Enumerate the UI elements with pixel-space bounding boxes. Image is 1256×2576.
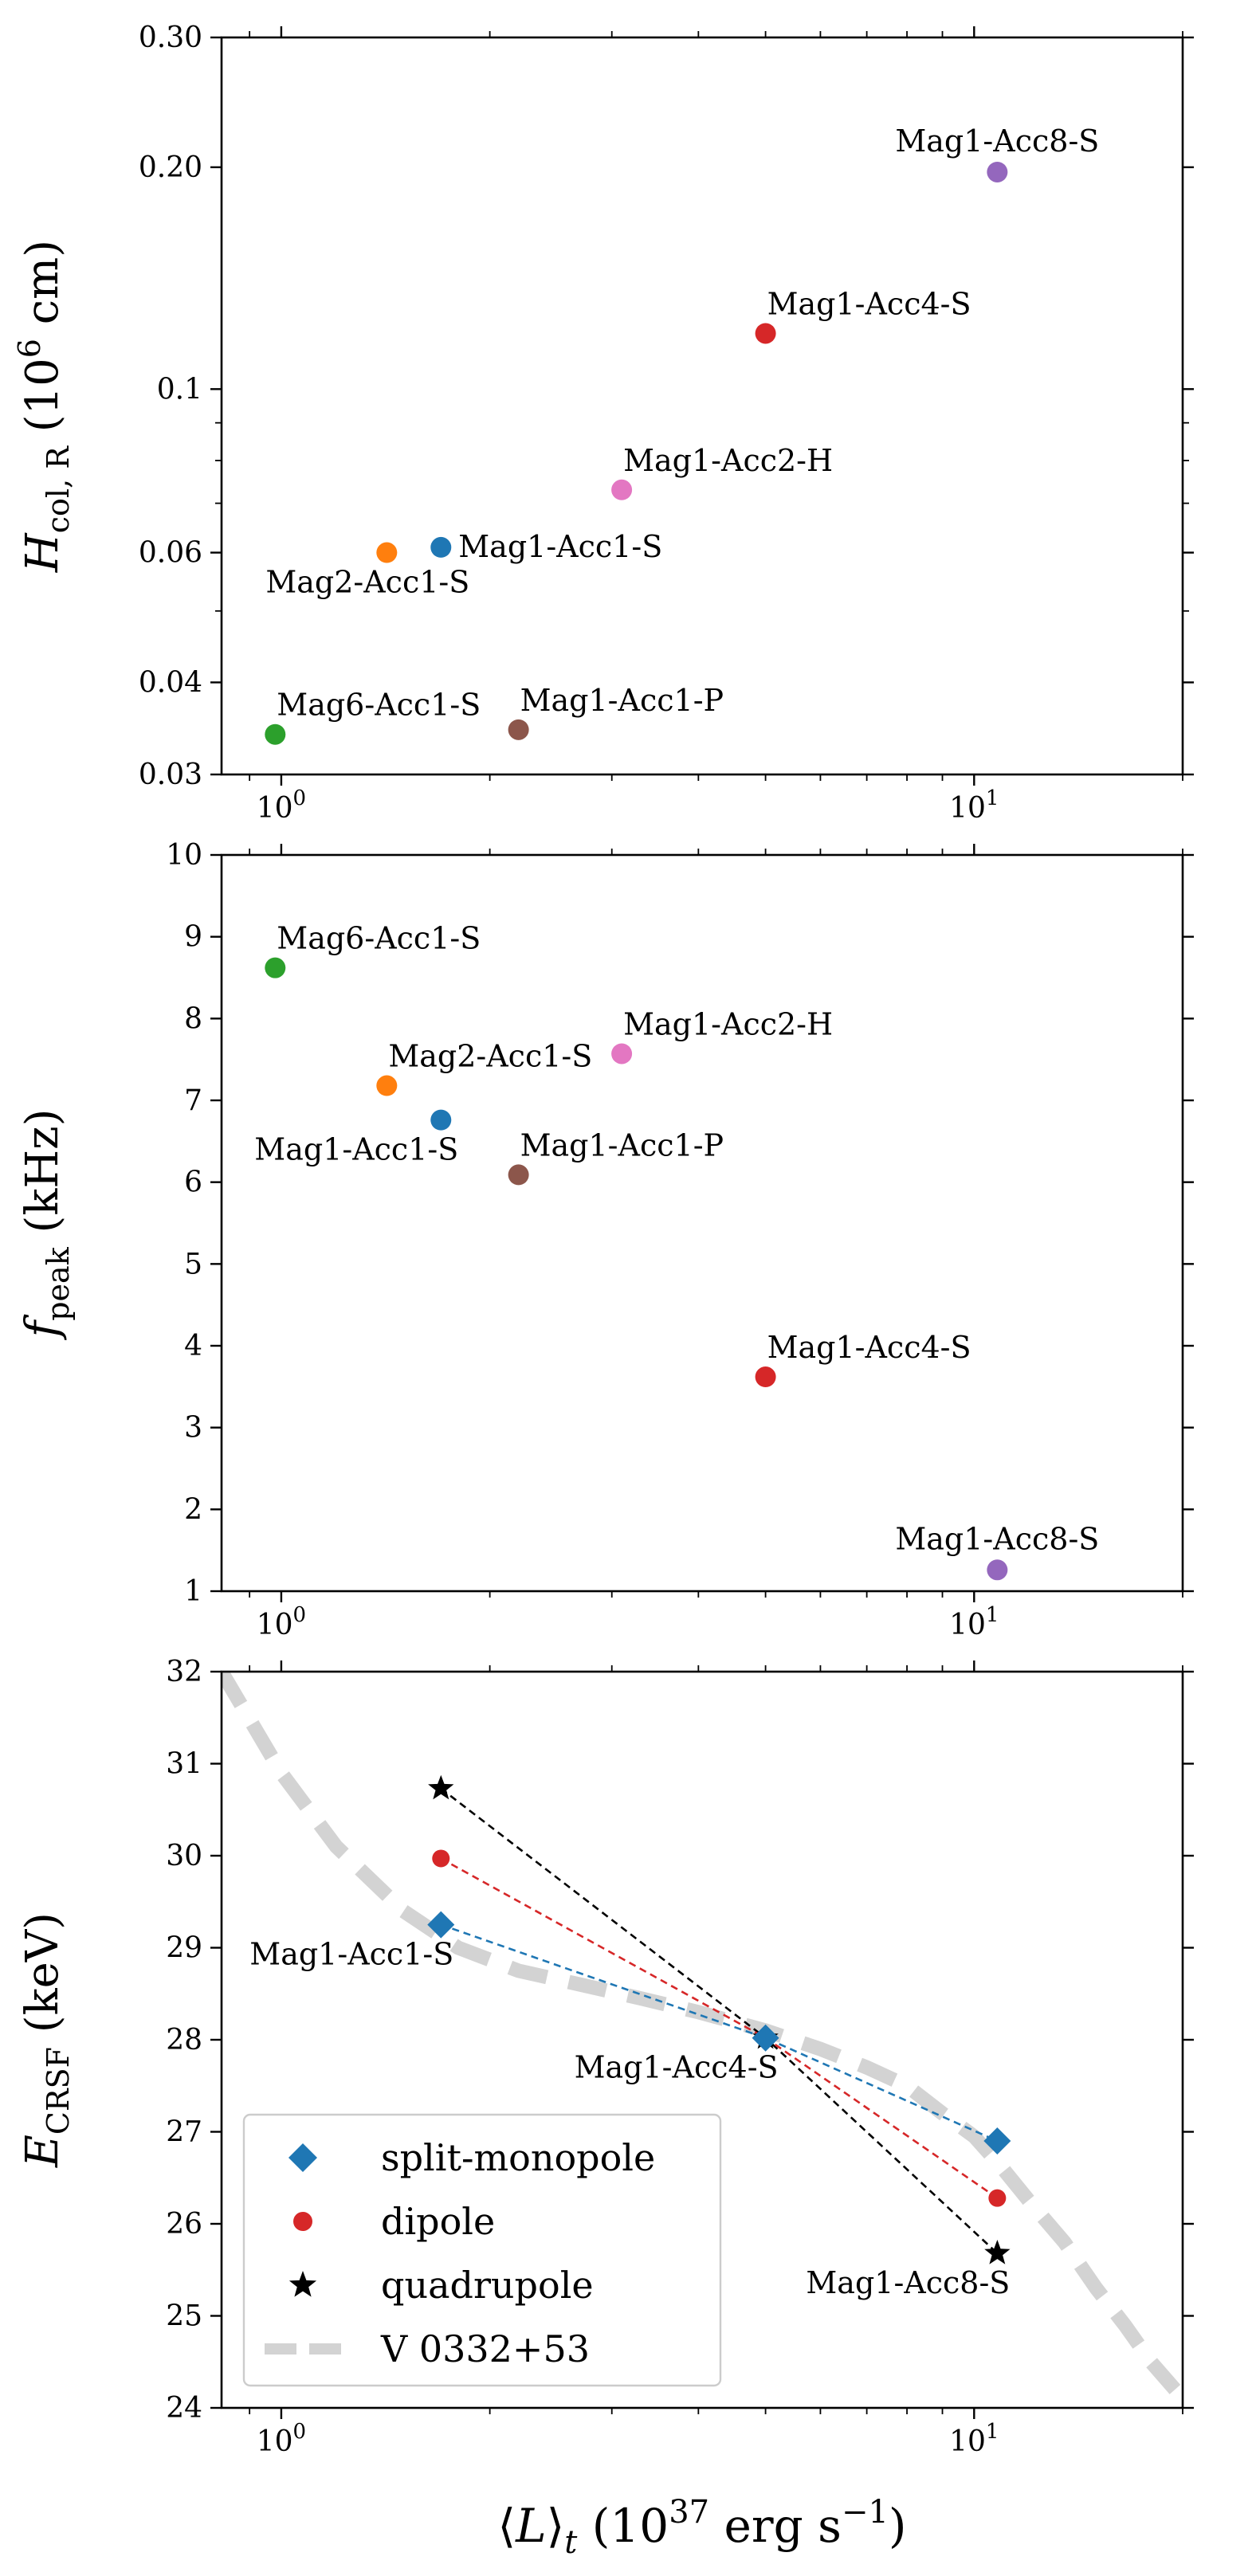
y-tick-label: 9 [184,921,202,954]
data-point [611,479,633,500]
axes-frame [220,853,1184,1593]
y-tick-label: 10 [166,839,202,872]
y-tick-label: 0.04 [139,666,202,699]
x-tick-label: 101 [949,1603,999,1641]
data-point [430,536,452,558]
point-label: Mag2-Acc1-S [265,565,469,600]
y-tick-label: 2 [184,1493,202,1526]
data-point [755,1366,776,1388]
point-label: Mag1-Acc1-P [520,683,724,718]
y-tick-label: 32 [166,1656,202,1688]
y-tick-label: 26 [166,2208,202,2241]
circle-marker [432,1849,450,1868]
x-tick-label: 100 [257,2420,306,2458]
data-point [265,723,286,745]
panel-peak-frequency: 100 101 1 2 3 4 5 6 7 8 9 10 fpeak (kHz) Mag6-Acc1-S M… [17,839,1194,1641]
y-tick-label: 6 [184,1166,202,1199]
diamond-marker [288,2143,317,2172]
point-label: Mag6-Acc1-S [277,921,481,956]
y-tick-label: 28 [166,2024,202,2056]
y-tick-label: 3 [184,1412,202,1445]
y-tick-label: 30 [166,1840,202,1872]
plot-area [265,957,1008,1581]
plot-area [222,1672,1181,2394]
diamond-marker [983,2127,1011,2155]
point-label: Mag6-Acc1-S [277,688,481,723]
panel-column-height: 100 101 0.03 0.04 0.06 0.1 0.20 0.30 Hcol, R (10… [12,22,1194,825]
data-point [508,719,529,740]
x-tick-label: 100 [257,1603,306,1641]
x-tick-label: 101 [949,786,999,825]
panel-crsf-energy: 100 101 24 25 26 27 28 29 30 31 32 ECRSF (keV) Mag1-… [17,1656,1194,2561]
plot-area [265,161,1008,745]
reference-curve [222,1672,1181,2394]
point-label: Mag1-Acc8-S [806,2265,1010,2300]
axes-frame [220,36,1184,776]
point-label: Mag1-Acc1-S [249,1937,453,1972]
y-tick-label: 8 [184,1002,202,1035]
y-tick-label: 1 [184,1575,202,1608]
point-label: Mag1-Acc2-H [623,1006,833,1041]
point-label: Mag1-Acc1-S [458,529,662,564]
circle-marker [988,2189,1007,2207]
y-tick-label: 0.20 [139,151,202,184]
data-point [376,542,398,563]
y-tick-label: 25 [166,2300,202,2333]
legend-label: dipole [381,2200,495,2243]
legend-label: V 0332+53 [380,2327,590,2370]
point-label: Mag1-Acc4-S [767,286,971,321]
point-label: Mag1-Acc4-S [575,2050,779,2085]
data-point [611,1043,633,1065]
legend-label: split-monopole [381,2136,655,2179]
circle-marker [293,2212,312,2231]
data-point [265,957,286,978]
point-label: Mag1-Acc1-S [254,1132,458,1167]
point-label: Mag1-Acc8-S [895,1521,1099,1556]
y-tick-label: 0.03 [139,759,202,791]
star-marker [428,1774,454,1800]
y-tick-label: 31 [166,1748,202,1781]
y-tick-label: 0.1 [157,373,202,406]
data-point [987,1559,1008,1581]
x-axis-label: ⟨L⟩t (1037 erg s−1) [497,2494,906,2561]
point-label: Mag2-Acc1-S [388,1039,592,1074]
point-label: Mag1-Acc2-H [623,443,833,478]
y-tick-label: 29 [166,1932,202,1965]
diamond-marker [427,1911,455,1939]
legend-box [242,2113,722,2387]
y-tick-label: 27 [166,2116,202,2149]
y-axis-label: ECRSF (keV) [17,1912,76,2168]
data-point [430,1109,452,1131]
y-tick-label: 0.30 [139,22,202,54]
y-tick-label: 7 [184,1084,202,1117]
point-label: Mag1-Acc8-S [895,124,1099,159]
y-tick-label: 4 [184,1330,202,1362]
data-point [987,161,1008,182]
y-axis-label: Hcol, R (106 cm) [12,240,76,573]
data-point [755,323,776,344]
star-marker [288,2271,317,2297]
y-axis-label: fpeak (kHz) [17,1108,76,1340]
diamond-marker [752,2024,779,2052]
y-tick-label: 24 [166,2392,202,2425]
y-tick-label: 0.06 [139,537,202,570]
y-tick-label: 5 [184,1248,202,1280]
data-point [508,1164,529,1186]
point-label: Mag1-Acc4-S [767,1330,971,1365]
legend-label: quadrupole [381,2264,594,2307]
point-label: Mag1-Acc1-P [520,1127,724,1163]
series-line [440,1923,998,2143]
star-marker [984,2240,1011,2264]
x-tick-label: 101 [949,2420,999,2458]
axes-frame [220,1670,1184,2409]
x-tick-label: 100 [257,786,306,825]
data-point [376,1075,398,1096]
